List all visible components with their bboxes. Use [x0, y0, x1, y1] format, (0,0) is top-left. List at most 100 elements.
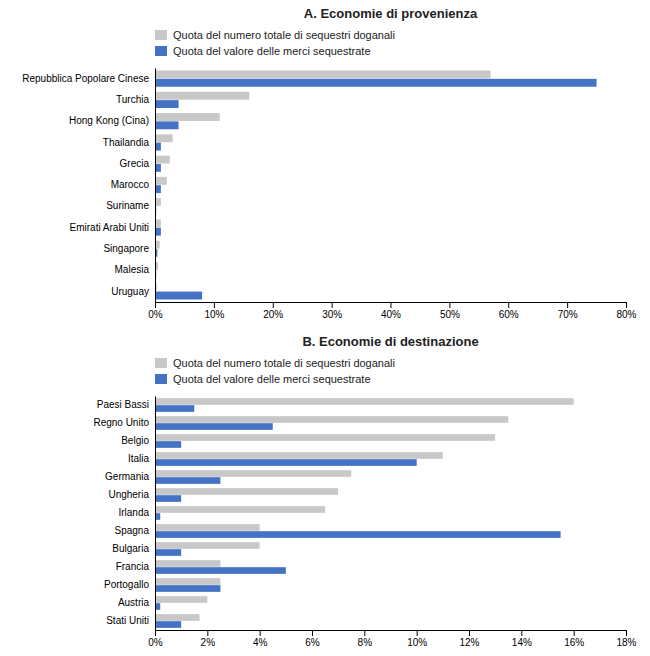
x-tick-mark — [626, 630, 627, 636]
x-tick-label: 40% — [381, 309, 401, 320]
x-tick-mark — [332, 302, 333, 308]
y-tick: Bulgaria — [112, 543, 155, 554]
y-tick-label: Thailandia — [103, 137, 150, 148]
y-tick: Marocco — [111, 179, 155, 190]
y-tick-label: Bulgaria — [112, 543, 149, 554]
x-tick-label: 70% — [558, 309, 578, 320]
legend-item: Quota del numero totale di sequestri dog… — [155, 29, 395, 41]
bar — [155, 292, 202, 300]
x-axis: 0% 10% 20% 30% 40% 50% 60% 70% 80% — [148, 302, 636, 320]
x-tick: 16% — [564, 630, 584, 648]
x-tick-label: 30% — [322, 309, 342, 320]
x-tick-mark — [155, 302, 156, 308]
legend-item: Quota del valore delle merci sequestrate — [155, 373, 371, 385]
bar — [155, 156, 170, 164]
x-tick-mark — [521, 630, 522, 636]
bar — [155, 614, 199, 621]
x-tick-label: 0% — [148, 309, 163, 320]
x-axis-line — [156, 631, 627, 637]
x-tick-label: 8% — [358, 637, 373, 648]
x-tick-label: 18% — [616, 637, 636, 648]
y-tick: Suriname — [106, 200, 155, 211]
x-tick-label: 12% — [459, 637, 479, 648]
x-tick: 70% — [558, 302, 578, 320]
y-tick: Repubblica Popolare Cinese — [22, 73, 155, 84]
x-tick-mark — [207, 630, 208, 636]
legend-label: Quota del numero totale di sequestri dog… — [173, 29, 395, 41]
y-tick-label: Austria — [118, 597, 150, 608]
bar — [155, 121, 179, 129]
y-tick: Hong Kong (Cina) — [69, 115, 155, 126]
x-tick-mark — [273, 302, 274, 308]
x-tick: 80% — [616, 302, 636, 320]
y-tick-label: Paesi Bassi — [97, 399, 149, 410]
y-tick-label: Portogallo — [104, 579, 149, 590]
y-tick: Singapore — [103, 243, 155, 254]
bar — [155, 621, 181, 628]
x-tick-mark — [469, 630, 470, 636]
y-tick: Germania — [105, 471, 155, 482]
y-tick-label: Repubblica Popolare Cinese — [22, 73, 149, 84]
y-tick-label: Marocco — [111, 179, 150, 190]
chart-title: A. Economie di provenienza — [304, 6, 478, 21]
x-tick-mark — [449, 302, 450, 308]
y-tick: Italia — [128, 453, 155, 464]
x-tick: 40% — [381, 302, 401, 320]
y-tick-label: Regno Unito — [93, 417, 149, 428]
bar — [155, 434, 495, 441]
y-tick: Stati Uniti — [106, 615, 155, 626]
x-tick: 6% — [305, 630, 320, 648]
y-tick: Thailandia — [103, 137, 155, 148]
bars — [155, 398, 574, 628]
y-axis: Repubblica Popolare CineseTurchiaHong Ko… — [22, 69, 155, 303]
y-axis: Paesi Bassi Regno Unito Belgio Italia German… — [93, 397, 155, 631]
x-tick: 60% — [499, 302, 519, 320]
panel: A. Economie di provenienza Quota del nume… — [22, 6, 636, 320]
legend-item: Quota del valore delle merci sequestrate — [155, 45, 371, 57]
x-tick-label: 4% — [253, 637, 268, 648]
x-tick-label: 10% — [204, 309, 224, 320]
y-tick-label: Francia — [116, 561, 150, 572]
bar — [155, 177, 167, 185]
x-axis-line — [156, 303, 627, 309]
x-tick: 12% — [459, 630, 479, 648]
x-tick: 20% — [263, 302, 283, 320]
y-tick-label: Stati Uniti — [106, 615, 149, 626]
bar — [155, 495, 181, 502]
bar — [155, 79, 597, 87]
x-tick-mark — [508, 302, 509, 308]
bar — [155, 470, 351, 477]
bar — [155, 585, 220, 592]
y-axis-line — [155, 69, 156, 303]
chart-title: B. Economie di destinazione — [302, 334, 478, 349]
x-tick-label: 20% — [263, 309, 283, 320]
y-tick: Belgio — [121, 435, 155, 446]
bar — [155, 398, 574, 405]
y-tick: Austria — [118, 597, 155, 608]
bar — [155, 524, 260, 531]
x-tick: 0% — [148, 302, 163, 320]
y-tick: Malesia — [115, 264, 155, 275]
panel: B. Economie di destinazione Quota del num… — [93, 334, 636, 648]
y-tick: Spagna — [115, 525, 155, 536]
bar — [155, 92, 249, 100]
x-tick-label: 16% — [564, 637, 584, 648]
x-tick: 10% — [407, 630, 427, 648]
x-tick: 8% — [358, 630, 373, 648]
y-tick: Ungheria — [108, 489, 155, 500]
bar — [155, 416, 508, 423]
x-tick-label: 60% — [499, 309, 519, 320]
x-tick-mark — [574, 630, 575, 636]
legend-label: Quota del valore delle merci sequestrate — [173, 45, 371, 57]
x-tick-mark — [417, 630, 418, 636]
y-tick-label: Malesia — [115, 264, 150, 275]
legend-item: Quota del numero totale di sequestri dog… — [155, 357, 395, 369]
y-tick: Portogallo — [104, 579, 155, 590]
bar — [155, 488, 338, 495]
x-tick-label: 50% — [440, 309, 460, 320]
y-axis-line — [155, 397, 156, 631]
y-tick: Grecia — [120, 158, 155, 169]
bar — [155, 405, 194, 412]
legend-swatch — [155, 374, 167, 384]
x-tick-label: 80% — [616, 309, 636, 320]
